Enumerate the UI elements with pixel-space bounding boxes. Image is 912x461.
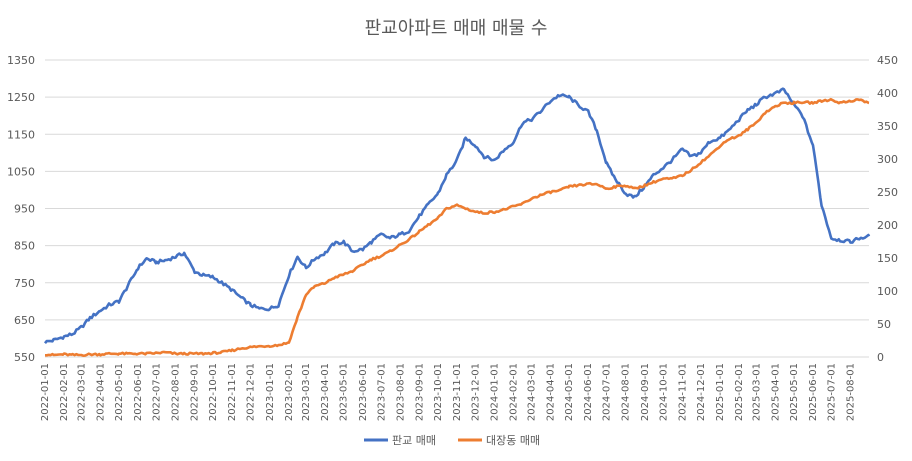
x-tick-label: 2024-06-01 (583, 363, 594, 421)
series-line-2 (45, 97, 870, 357)
legend-label: 판교 매매 (392, 434, 436, 447)
series-line-1 (43, 87, 871, 345)
y-left-tick-label: 650 (14, 314, 35, 327)
y-right-tick-label: 200 (877, 219, 898, 232)
y-right-tick-label: 400 (877, 87, 898, 100)
legend-item-1: 판교 매매 (364, 434, 436, 447)
y-right-tick-label: 450 (877, 54, 898, 67)
legend-label: 대장동 매매 (486, 434, 540, 447)
x-tick-label: 2025-06-01 (808, 363, 819, 421)
x-tick-label: 2022-10-01 (208, 363, 219, 421)
x-tick-label: 2022-04-01 (95, 363, 106, 421)
grid-layer (45, 59, 869, 358)
x-tick-label: 2023-09-01 (414, 363, 425, 421)
y-left-tick-label: 750 (14, 277, 35, 290)
y-left-tick-label: 950 (14, 203, 35, 216)
x-tick-label: 2024-04-01 (546, 363, 557, 421)
x-tick-label: 2024-01-01 (490, 363, 501, 421)
x-tick-label: 2022-09-01 (190, 363, 201, 421)
x-tick-label: 2024-12-01 (696, 363, 707, 421)
y-right-tick-label: 50 (877, 318, 891, 331)
y-left-tick-label: 1150 (7, 128, 35, 141)
y-right-tick-label: 350 (877, 120, 898, 133)
y-right-tick-label: 250 (877, 186, 898, 199)
y-left-tick-label: 1350 (7, 54, 35, 67)
x-tick-label: 2024-05-01 (564, 363, 575, 421)
x-tick-label: 2023-05-01 (339, 363, 350, 421)
left-axis: 550 650 750 850 950 1050 1150 1250 1350 (7, 54, 35, 364)
y-left-tick-label: 1250 (7, 91, 35, 104)
x-tick-label: 2023-02-01 (284, 363, 295, 421)
x-tick-label: 2022-11-01 (227, 363, 238, 421)
x-tick-label: 2025-07-01 (826, 363, 837, 421)
y-left-tick-label: 850 (14, 240, 35, 253)
y-right-tick-label: 100 (877, 285, 898, 298)
x-tick-label: 2023-11-01 (452, 363, 463, 421)
x-tick-label: 2024-09-01 (640, 363, 651, 421)
x-tick-label: 2025-08-01 (846, 363, 857, 421)
x-tick-label: 2025-04-01 (770, 363, 781, 421)
y-right-tick-label: 300 (877, 153, 898, 166)
y-left-tick-label: 1050 (7, 165, 35, 178)
x-tick-label: 2023-07-01 (376, 363, 387, 421)
x-tick-label: 2023-12-01 (471, 363, 482, 421)
x-tick-label: 2023-10-01 (433, 363, 444, 421)
x-tick-label: 2024-07-01 (602, 363, 613, 421)
x-tick-label: 2022-02-01 (59, 363, 70, 421)
y-left-tick-label: 550 (14, 351, 35, 364)
x-tick-label: 2025-02-01 (734, 363, 745, 421)
x-tick-label: 2025-05-01 (789, 363, 800, 421)
x-tick-label: 2023-01-01 (265, 363, 276, 421)
legend-item-2: 대장동 매매 (458, 434, 540, 447)
x-tick-label: 2023-06-01 (358, 363, 369, 421)
x-tick-label: 2025-01-01 (715, 363, 726, 421)
x-tick-label: 2022-07-01 (152, 363, 163, 421)
series-layer (43, 87, 871, 357)
x-tick-label: 2024-02-01 (509, 363, 520, 421)
x-tick-label: 2023-08-01 (395, 363, 406, 421)
x-tick-label: 2024-11-01 (677, 363, 688, 421)
y-right-tick-label: 0 (877, 351, 884, 364)
y-right-tick-label: 150 (877, 252, 898, 265)
x-axis: 2022-01-01 2022-02-01 2022-03-01 2022-04-01… (40, 363, 857, 421)
x-tick-label: 2023-04-01 (320, 363, 331, 421)
x-tick-label: 2022-03-01 (76, 363, 87, 421)
x-tick-label: 2022-01-01 (40, 363, 51, 421)
x-tick-label: 2022-08-01 (171, 363, 182, 421)
x-tick-label: 2024-03-01 (527, 363, 538, 421)
x-tick-label: 2022-06-01 (133, 363, 144, 421)
x-tick-label: 2024-08-01 (621, 363, 632, 421)
x-tick-label: 2023-03-01 (301, 363, 312, 421)
right-axis: 0 50 100 150 200 250 300 350 400 450 (877, 54, 898, 364)
chart-title: 판교아파트 매매 매물 수 (365, 18, 548, 39)
x-tick-label: 2024-10-01 (658, 363, 669, 421)
x-tick-label: 2022-05-01 (114, 363, 125, 421)
x-tick-label: 2022-12-01 (246, 363, 257, 421)
x-tick-label: 2025-03-01 (751, 363, 762, 421)
legend: 판교 매매 대장동 매매 (364, 434, 540, 447)
